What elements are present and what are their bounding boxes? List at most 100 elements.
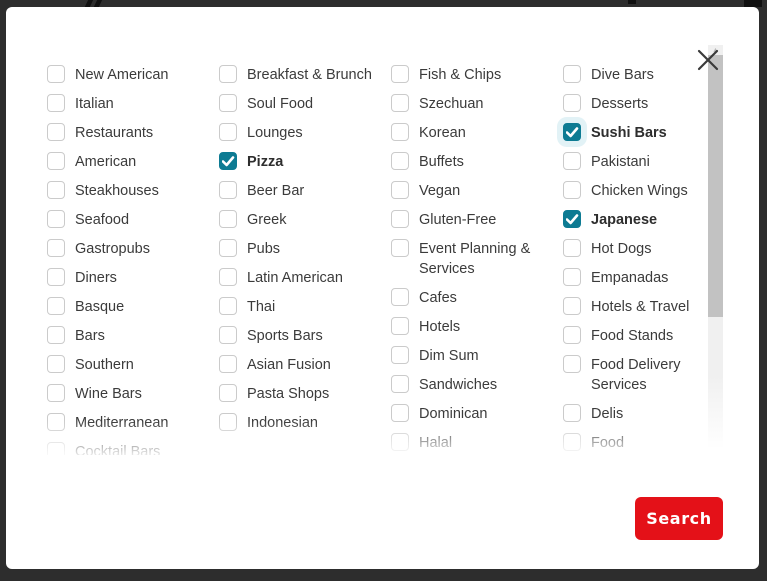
checkbox-unchecked[interactable]: [47, 413, 65, 431]
checkbox-unchecked[interactable]: [219, 355, 237, 373]
category-checkbox-item[interactable]: Basque: [47, 297, 219, 317]
category-checkbox-item[interactable]: Cafes: [391, 288, 563, 308]
category-checkbox-item[interactable]: Asian Fusion: [219, 355, 391, 375]
checkbox-unchecked[interactable]: [563, 152, 581, 170]
category-checkbox-item[interactable]: Dive Bars: [563, 65, 735, 85]
checkbox-unchecked[interactable]: [391, 239, 409, 257]
category-checkbox-item[interactable]: Szechuan: [391, 94, 563, 114]
category-checkbox-item[interactable]: Steakhouses: [47, 181, 219, 201]
checkbox-unchecked[interactable]: [47, 297, 65, 315]
checkbox-unchecked[interactable]: [47, 152, 65, 170]
checkbox-unchecked[interactable]: [219, 268, 237, 286]
checkbox-unchecked[interactable]: [219, 413, 237, 431]
checkbox-checked[interactable]: [563, 123, 581, 141]
category-checkbox-item[interactable]: Sandwiches: [391, 375, 563, 395]
category-checkbox-item[interactable]: Food Stands: [563, 326, 735, 346]
category-checkbox-item[interactable]: New American: [47, 65, 219, 85]
category-checkbox-item[interactable]: Thai: [219, 297, 391, 317]
checkbox-unchecked[interactable]: [47, 239, 65, 257]
category-checkbox-item[interactable]: Italian: [47, 94, 219, 114]
checkbox-unchecked[interactable]: [219, 239, 237, 257]
category-checkbox-item[interactable]: Japanese: [563, 210, 735, 230]
checkbox-unchecked[interactable]: [391, 94, 409, 112]
checkbox-unchecked[interactable]: [563, 355, 581, 373]
category-checkbox-item[interactable]: Vegan: [391, 181, 563, 201]
category-checkbox-item[interactable]: Beer Bar: [219, 181, 391, 201]
checkbox-unchecked[interactable]: [219, 210, 237, 228]
scroll-up-arrow-icon[interactable]: ▲: [712, 47, 719, 54]
category-checkbox-item[interactable]: Gluten-Free: [391, 210, 563, 230]
checkbox-unchecked[interactable]: [391, 346, 409, 364]
checkbox-unchecked[interactable]: [47, 65, 65, 83]
checkbox-unchecked[interactable]: [391, 404, 409, 422]
category-checkbox-item[interactable]: Bars: [47, 326, 219, 346]
category-checkbox-item[interactable]: Empanadas: [563, 268, 735, 288]
checkbox-unchecked[interactable]: [391, 65, 409, 83]
checkbox-unchecked[interactable]: [563, 181, 581, 199]
checkbox-unchecked[interactable]: [563, 239, 581, 257]
checkbox-checked[interactable]: [219, 152, 237, 170]
category-checkbox-item[interactable]: Delis: [563, 404, 735, 424]
category-checkbox-item[interactable]: Mediterranean: [47, 413, 219, 433]
category-checkbox-item[interactable]: Latin American: [219, 268, 391, 288]
checkbox-unchecked[interactable]: [47, 181, 65, 199]
checkbox-unchecked[interactable]: [47, 210, 65, 228]
checkbox-unchecked[interactable]: [563, 297, 581, 315]
checkbox-unchecked[interactable]: [391, 288, 409, 306]
category-checkbox-item[interactable]: Halal: [391, 433, 563, 453]
checkbox-unchecked[interactable]: [391, 152, 409, 170]
category-checkbox-item[interactable]: Event Planning & Services: [391, 239, 563, 279]
close-button[interactable]: [696, 48, 720, 72]
search-button[interactable]: Search: [635, 497, 723, 540]
checkbox-unchecked[interactable]: [219, 94, 237, 112]
checkbox-unchecked[interactable]: [47, 326, 65, 344]
checkbox-unchecked[interactable]: [47, 268, 65, 286]
checkbox-unchecked[interactable]: [47, 384, 65, 402]
checkbox-unchecked[interactable]: [391, 181, 409, 199]
category-checkbox-item[interactable]: Soul Food: [219, 94, 391, 114]
category-checkbox-item[interactable]: Sushi Bars: [563, 123, 735, 143]
checkbox-unchecked[interactable]: [219, 297, 237, 315]
category-checkbox-item[interactable]: Breakfast & Brunch: [219, 65, 391, 85]
checkbox-unchecked[interactable]: [47, 355, 65, 373]
category-checkbox-item[interactable]: American: [47, 152, 219, 172]
checkbox-unchecked[interactable]: [219, 384, 237, 402]
category-checkbox-item[interactable]: Wine Bars: [47, 384, 219, 404]
category-checkbox-item[interactable]: Pakistani: [563, 152, 735, 172]
checkbox-unchecked[interactable]: [47, 442, 65, 455]
scrollbar-track[interactable]: ▲: [708, 45, 723, 449]
checkbox-checked[interactable]: [563, 210, 581, 228]
category-checkbox-item[interactable]: Indonesian: [219, 413, 391, 433]
checkbox-unchecked[interactable]: [563, 94, 581, 112]
checkbox-unchecked[interactable]: [563, 433, 581, 451]
category-checkbox-item[interactable]: Restaurants: [47, 123, 219, 143]
checkbox-unchecked[interactable]: [391, 375, 409, 393]
checkbox-unchecked[interactable]: [391, 317, 409, 335]
category-checkbox-item[interactable]: Lounges: [219, 123, 391, 143]
category-checkbox-item[interactable]: Greek: [219, 210, 391, 230]
checkbox-unchecked[interactable]: [563, 404, 581, 422]
category-checkbox-item[interactable]: Pizza: [219, 152, 391, 172]
checkbox-unchecked[interactable]: [563, 268, 581, 286]
category-checkbox-item[interactable]: Diners: [47, 268, 219, 288]
category-checkbox-item[interactable]: Seafood: [47, 210, 219, 230]
category-checkbox-item[interactable]: Gastropubs: [47, 239, 219, 259]
checkbox-unchecked[interactable]: [219, 123, 237, 141]
checkbox-unchecked[interactable]: [391, 210, 409, 228]
category-checkbox-item[interactable]: Southern: [47, 355, 219, 375]
category-checkbox-item[interactable]: Sports Bars: [219, 326, 391, 346]
category-checkbox-item[interactable]: Dominican: [391, 404, 563, 424]
checkbox-unchecked[interactable]: [219, 65, 237, 83]
checkbox-unchecked[interactable]: [47, 94, 65, 112]
category-checkbox-item[interactable]: Food: [563, 433, 735, 453]
category-checkbox-item[interactable]: Pasta Shops: [219, 384, 391, 404]
category-checkbox-item[interactable]: Pubs: [219, 239, 391, 259]
checkbox-unchecked[interactable]: [391, 123, 409, 141]
category-checkbox-item[interactable]: Dim Sum: [391, 346, 563, 366]
checkbox-unchecked[interactable]: [219, 181, 237, 199]
category-checkbox-item[interactable]: Buffets: [391, 152, 563, 172]
checkbox-unchecked[interactable]: [219, 326, 237, 344]
checkbox-unchecked[interactable]: [563, 65, 581, 83]
category-checkbox-item[interactable]: Hot Dogs: [563, 239, 735, 259]
category-checkbox-item[interactable]: Fish & Chips: [391, 65, 563, 85]
